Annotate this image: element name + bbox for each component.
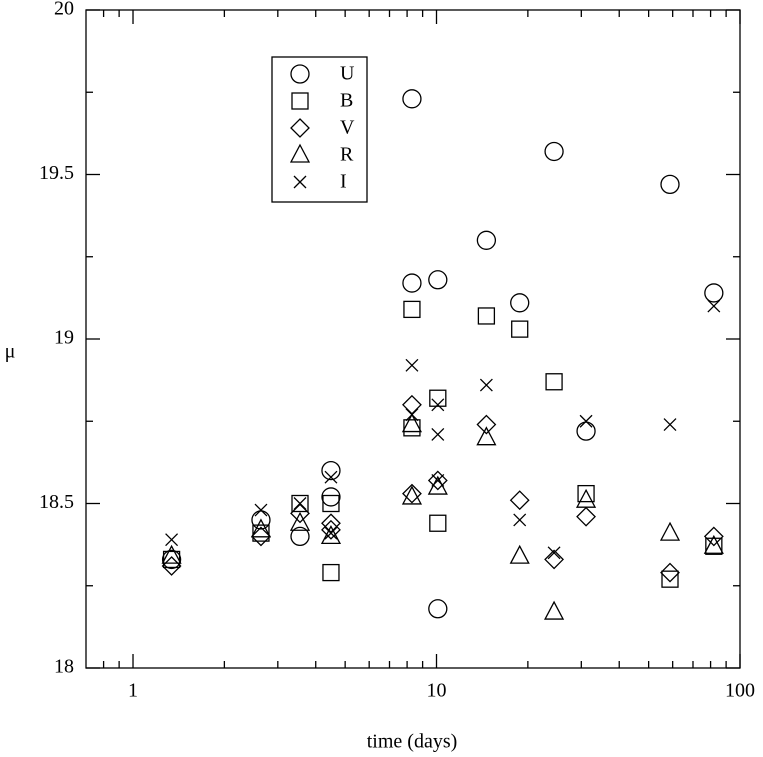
marker-square — [252, 524, 270, 542]
marker-square — [162, 550, 181, 569]
marker-triangle — [659, 521, 681, 541]
legend-label: R — [340, 144, 354, 166]
marker-diamond — [544, 549, 564, 570]
legend-label: U — [340, 63, 355, 85]
marker-square — [291, 92, 309, 110]
marker-triangle — [289, 511, 311, 531]
marker-diamond — [321, 513, 341, 534]
marker-square — [322, 563, 340, 582]
marker-square — [577, 484, 595, 503]
marker-x — [293, 497, 307, 510]
marker-square — [291, 494, 309, 513]
legend-label: V — [340, 117, 355, 139]
marker-x — [547, 546, 561, 560]
marker-square — [705, 537, 723, 555]
marker-square — [403, 419, 421, 437]
marker-circle — [321, 487, 341, 507]
marker-triangle — [320, 525, 342, 545]
marker-circle — [290, 526, 310, 547]
marker-diamond — [290, 503, 310, 524]
marker-circle — [290, 64, 310, 84]
marker-circle — [576, 421, 596, 441]
marker-square — [477, 307, 496, 325]
y-tick-label: 18 — [54, 656, 74, 678]
marker-triangle — [543, 600, 565, 620]
legend-label: I — [340, 171, 347, 193]
marker-circle — [402, 273, 422, 293]
marker-diamond — [703, 526, 724, 547]
marker-triangle — [401, 413, 423, 433]
y-axis-label: μ — [5, 341, 16, 363]
marker-x — [293, 175, 307, 189]
y-tick-label: 18.5 — [39, 491, 74, 513]
marker-circle — [428, 599, 448, 619]
legend-box — [271, 56, 368, 203]
marker-diamond — [660, 562, 680, 583]
marker-x — [431, 427, 445, 441]
marker-triangle — [289, 143, 311, 163]
marker-square — [403, 300, 421, 319]
marker-diamond — [509, 490, 530, 511]
marker-circle — [161, 549, 182, 570]
marker-circle — [660, 174, 680, 195]
marker-diamond — [402, 394, 422, 415]
marker-x — [405, 408, 419, 422]
marker-x — [254, 503, 268, 517]
y-tick-label: 19.5 — [39, 162, 74, 184]
marker-x — [479, 378, 493, 392]
marker-triangle — [575, 488, 597, 508]
marker-x — [324, 526, 338, 540]
marker-triangle — [161, 544, 182, 564]
marker-diamond — [402, 483, 422, 504]
marker-circle — [321, 460, 341, 481]
marker-x — [405, 358, 419, 372]
y-tick-label: 19 — [54, 327, 74, 349]
marker-diamond — [476, 414, 497, 435]
marker-x — [165, 533, 179, 547]
marker-diamond — [427, 470, 448, 491]
x-tick-label: 1 — [128, 680, 138, 702]
marker-triangle — [250, 518, 272, 538]
x-tick-label: 100 — [725, 680, 755, 702]
marker-x — [431, 398, 445, 412]
marker-square — [322, 494, 340, 513]
marker-square — [429, 514, 447, 532]
marker-diamond — [251, 526, 271, 547]
x-axis-label: time (days) — [367, 731, 458, 753]
marker-circle — [428, 270, 448, 290]
marker-triangle — [401, 485, 423, 505]
marker-triangle — [509, 544, 530, 564]
marker-square — [661, 570, 679, 588]
marker-square — [429, 389, 447, 407]
plot-frame — [85, 9, 741, 669]
marker-x — [324, 470, 338, 484]
marker-circle — [476, 230, 497, 250]
marker-diamond — [321, 519, 341, 540]
marker-triangle — [703, 534, 724, 554]
marker-circle — [544, 141, 564, 162]
marker-square — [545, 373, 563, 391]
marker-circle — [510, 293, 530, 313]
marker-square — [511, 320, 529, 338]
legend-label: B — [340, 90, 353, 112]
y-tick-label: 20 — [54, 0, 74, 20]
marker-x — [513, 513, 527, 527]
marker-circle — [402, 89, 422, 109]
marker-diamond — [290, 118, 310, 138]
marker-x — [707, 299, 721, 313]
marker-circle — [704, 283, 724, 303]
marker-x — [663, 418, 677, 431]
x-tick-label: 10 — [427, 680, 447, 702]
marker-triangle — [476, 426, 497, 446]
marker-x — [431, 474, 445, 487]
marker-diamond — [576, 506, 596, 527]
marker-x — [579, 414, 593, 428]
